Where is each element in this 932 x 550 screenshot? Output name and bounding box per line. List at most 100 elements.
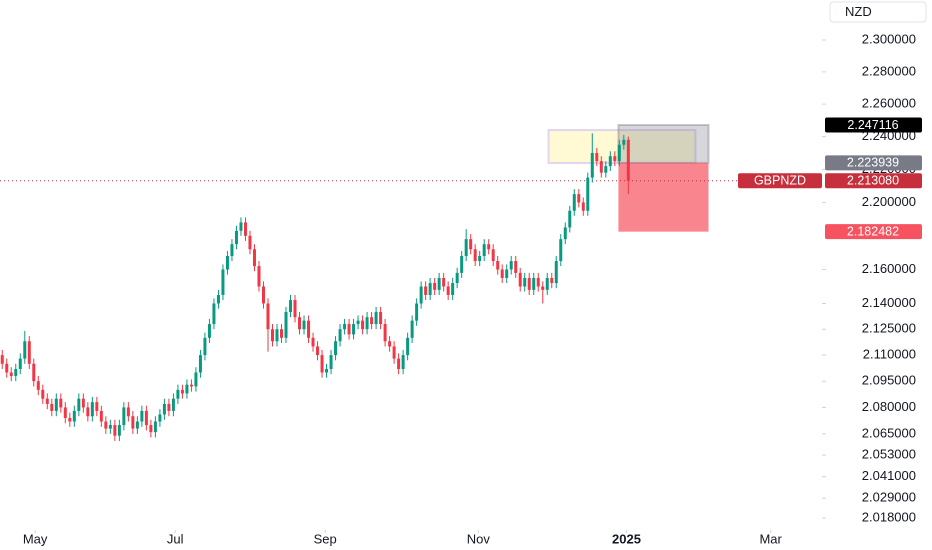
- candle-body: [270, 329, 274, 342]
- candle-body: [536, 277, 540, 287]
- candle-body: [153, 421, 157, 433]
- price-badge-label: 2.247116: [847, 118, 898, 132]
- candle-body: [590, 152, 594, 178]
- y-tick-label: 2.080000: [862, 399, 916, 414]
- candle-body: [212, 303, 216, 325]
- candle-body: [509, 261, 513, 270]
- y-tick-label: 2.110000: [863, 347, 916, 362]
- candle-body: [68, 417, 72, 422]
- candle-body: [370, 317, 374, 325]
- y-tick-label: 2.160000: [862, 261, 916, 276]
- candle-body: [545, 277, 549, 290]
- y-tick-label: 2.053000: [862, 447, 916, 462]
- candle-body: [185, 384, 189, 394]
- y-tick-label: 2.200000: [862, 194, 916, 209]
- symbol-badge: [738, 173, 822, 189]
- candle-body: [392, 346, 396, 359]
- candle-body: [54, 398, 58, 411]
- y-tick-label: 2.260000: [862, 96, 916, 111]
- candle-body: [424, 286, 428, 295]
- candle-body: [239, 222, 243, 231]
- candle-body: [343, 324, 347, 330]
- candle-body: [140, 410, 144, 422]
- candle-body: [266, 303, 270, 330]
- candle-body: [334, 341, 338, 356]
- candle-body: [455, 272, 459, 284]
- candle-body: [117, 425, 121, 436]
- candle-body: [167, 403, 171, 411]
- candle-body: [347, 324, 351, 335]
- candle-body: [180, 389, 184, 394]
- candle-body: [599, 161, 603, 173]
- x-tick-label: Jul: [167, 531, 184, 546]
- candle-body: [108, 425, 112, 429]
- candle-body: [162, 403, 166, 415]
- candle-body: [505, 269, 509, 278]
- candle-body: [491, 249, 495, 262]
- candle-body: [252, 249, 256, 267]
- candle-body: [500, 269, 504, 278]
- candle-body: [406, 337, 410, 356]
- candle-body: [171, 398, 175, 411]
- currency-label[interactable]: NZD: [845, 4, 872, 19]
- candle-body: [32, 363, 36, 382]
- candle-body: [401, 355, 405, 369]
- candle-body: [608, 156, 612, 167]
- candle-body: [72, 410, 76, 422]
- candle-body: [361, 320, 365, 330]
- candle-body: [230, 244, 234, 256]
- price-badge-label: 2.223939: [847, 156, 899, 170]
- candle-body: [194, 372, 198, 387]
- candle-body: [419, 286, 423, 304]
- candle-body: [135, 421, 139, 429]
- candle-body: [415, 303, 419, 321]
- candle-body: [356, 320, 360, 325]
- candle-body: [523, 277, 527, 287]
- candle-body: [410, 320, 414, 338]
- candle-body: [63, 407, 67, 418]
- candle-body: [428, 283, 432, 295]
- candle-body: [122, 407, 126, 426]
- candle-body: [572, 194, 576, 211]
- candle-body: [248, 235, 252, 250]
- candle-body: [559, 239, 563, 262]
- y-tick-label: 2.280000: [862, 63, 916, 78]
- candle-body: [293, 300, 297, 318]
- candle-body: [41, 389, 45, 399]
- candle-body: [14, 368, 18, 376]
- candle-body: [59, 398, 63, 408]
- candle-body: [388, 341, 392, 347]
- candle-body: [284, 312, 288, 338]
- candle-body: [113, 425, 117, 436]
- candle-body: [550, 277, 554, 284]
- candle-body: [626, 139, 630, 181]
- candle-body: [289, 300, 293, 313]
- candle-body: [86, 407, 90, 417]
- price-badge: [825, 117, 922, 133]
- candle-body: [451, 283, 455, 295]
- candle-body: [518, 272, 522, 287]
- candle-body: [261, 286, 265, 304]
- x-tick-label: Nov: [467, 531, 491, 546]
- candle-body: [617, 144, 621, 162]
- candle-body: [77, 398, 81, 411]
- candle-body: [311, 337, 315, 347]
- candle-body: [374, 312, 378, 325]
- candle-body: [320, 355, 324, 373]
- candle-body: [554, 261, 558, 284]
- candle-body: [595, 152, 599, 162]
- candle-body: [0, 355, 4, 364]
- candle-body: [478, 255, 482, 262]
- x-tick-label: Sep: [314, 531, 337, 546]
- candle-body: [532, 277, 536, 290]
- candle-body: [203, 337, 207, 356]
- y-tick-label: 2.041000: [862, 468, 916, 483]
- candle-body: [514, 261, 518, 273]
- price-badge: [825, 224, 922, 240]
- currency-button[interactable]: [829, 1, 927, 23]
- candle-body: [126, 407, 130, 417]
- candle-body: [27, 341, 31, 364]
- candle-body: [316, 346, 320, 356]
- candle-body: [225, 255, 229, 270]
